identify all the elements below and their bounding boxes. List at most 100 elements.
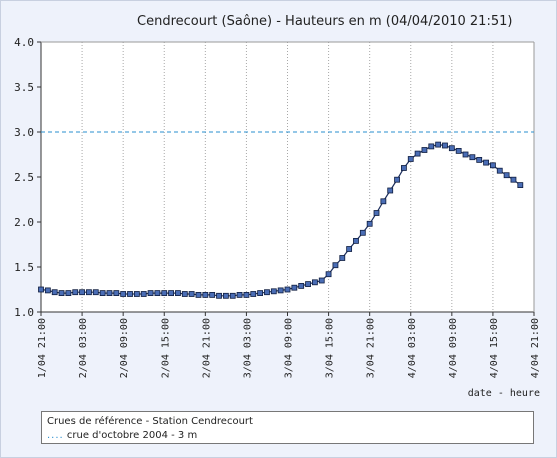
data-point (188, 291, 195, 297)
chart-title: Cendrecourt (Saône) - Hauteurs en m (04/… (137, 14, 513, 29)
x-axis-label: date - heure (468, 388, 540, 399)
data-point (209, 291, 216, 298)
data-point (284, 286, 291, 293)
legend-entry-label: crue d'octobre 2004 - 3 m (66, 430, 198, 441)
data-point (243, 291, 250, 298)
data-point (86, 289, 92, 296)
data-point (65, 290, 72, 297)
data-point (113, 290, 120, 297)
data-point (476, 156, 483, 163)
x-axis-ticks: 1/04 21:00 2/04 03:00 2/04 09:00 2/04 15:00… (37, 312, 541, 378)
y-tick-label: 1.5 (14, 261, 34, 274)
data-point (250, 291, 257, 297)
x-tick-label: 4/04 03:00 (407, 318, 418, 378)
data-point (277, 287, 284, 294)
data-point (38, 286, 44, 293)
data-point (133, 291, 140, 297)
data-point (127, 291, 133, 297)
y-tick-label: 2.5 (14, 171, 34, 184)
x-tick-label: 3/04 03:00 (242, 318, 253, 378)
data-point (510, 176, 517, 183)
x-tick-label: 2/04 09:00 (119, 318, 130, 378)
data-point (490, 162, 496, 169)
data-point (291, 284, 298, 291)
y-tick-label: 1.0 (14, 306, 34, 319)
data-point (154, 290, 161, 297)
x-tick-label: 4/04 21:00 (530, 318, 541, 378)
data-point (346, 246, 353, 252)
data-point (311, 279, 318, 286)
data-point (435, 141, 442, 148)
data-point (332, 262, 339, 269)
data-point (353, 237, 359, 244)
data-point (120, 291, 127, 297)
y-tick-label: 3.0 (14, 126, 34, 139)
data-point (305, 281, 311, 288)
data-point (428, 143, 435, 150)
data-point (421, 147, 428, 153)
data-point (462, 151, 469, 158)
data-point (264, 289, 270, 296)
data-point (51, 289, 58, 296)
x-tick-label: 4/04 15:00 (489, 318, 500, 378)
data-point (325, 271, 332, 278)
data-point (161, 290, 168, 297)
y-tick-label: 2.0 (14, 216, 34, 229)
x-grid (81, 42, 494, 312)
x-tick-label: 4/04 09:00 (448, 318, 459, 378)
data-point (414, 150, 421, 157)
data-point (195, 291, 202, 298)
data-point (387, 187, 394, 194)
data-point (373, 210, 380, 216)
x-tick-label: 2/04 03:00 (78, 318, 89, 378)
data-point (469, 154, 476, 161)
data-point (236, 291, 243, 298)
y-tick-label: 4.0 (14, 36, 34, 49)
x-tick-label: 2/04 21:00 (201, 318, 212, 378)
x-tick-label: 1/04 21:00 (37, 318, 48, 378)
data-point (380, 198, 387, 205)
data-point (407, 156, 414, 162)
data-point (106, 290, 113, 297)
data-point (394, 176, 400, 183)
data-point (72, 289, 79, 296)
data-point (270, 288, 277, 295)
y-axis-ticks: 1.0 1.5 2.0 2.5 3.0 3.5 4.0 (14, 36, 41, 319)
data-point (147, 290, 154, 297)
legend-title: Crues de référence - Station Cendrecourt (47, 416, 253, 427)
data-point (318, 277, 325, 284)
data-point (517, 182, 524, 189)
data-point (339, 255, 346, 261)
data-point (202, 291, 209, 298)
data-point (99, 290, 106, 297)
data-point (92, 289, 99, 296)
data-point (359, 229, 366, 236)
x-tick-label: 3/04 09:00 (284, 318, 295, 378)
data-point (257, 290, 264, 297)
y-tick-label: 3.5 (14, 81, 34, 94)
x-tick-label: 3/04 21:00 (366, 318, 377, 378)
data-point (442, 142, 448, 149)
legend-line-swatch: .... (47, 430, 64, 441)
data-point (140, 291, 147, 297)
x-tick-label: 3/04 15:00 (325, 318, 336, 378)
legend-entry: .... crue d'octobre 2004 - 3 m (47, 430, 197, 441)
data-point (168, 290, 174, 297)
data-point (401, 165, 407, 171)
x-tick-label: 2/04 15:00 (160, 318, 171, 378)
legend: Crues de référence - Station Cendrecourt… (41, 411, 534, 444)
data-point (44, 287, 51, 294)
data-point (448, 145, 455, 152)
data-point (181, 291, 188, 297)
data-point (58, 290, 65, 297)
data-point (175, 290, 181, 297)
data-point (503, 172, 510, 179)
data-point (222, 292, 229, 299)
data-point (496, 167, 503, 174)
series-markers (38, 141, 524, 299)
data-point (366, 220, 373, 227)
data-point (455, 147, 462, 154)
data-point (229, 292, 236, 299)
data-point (216, 292, 222, 299)
